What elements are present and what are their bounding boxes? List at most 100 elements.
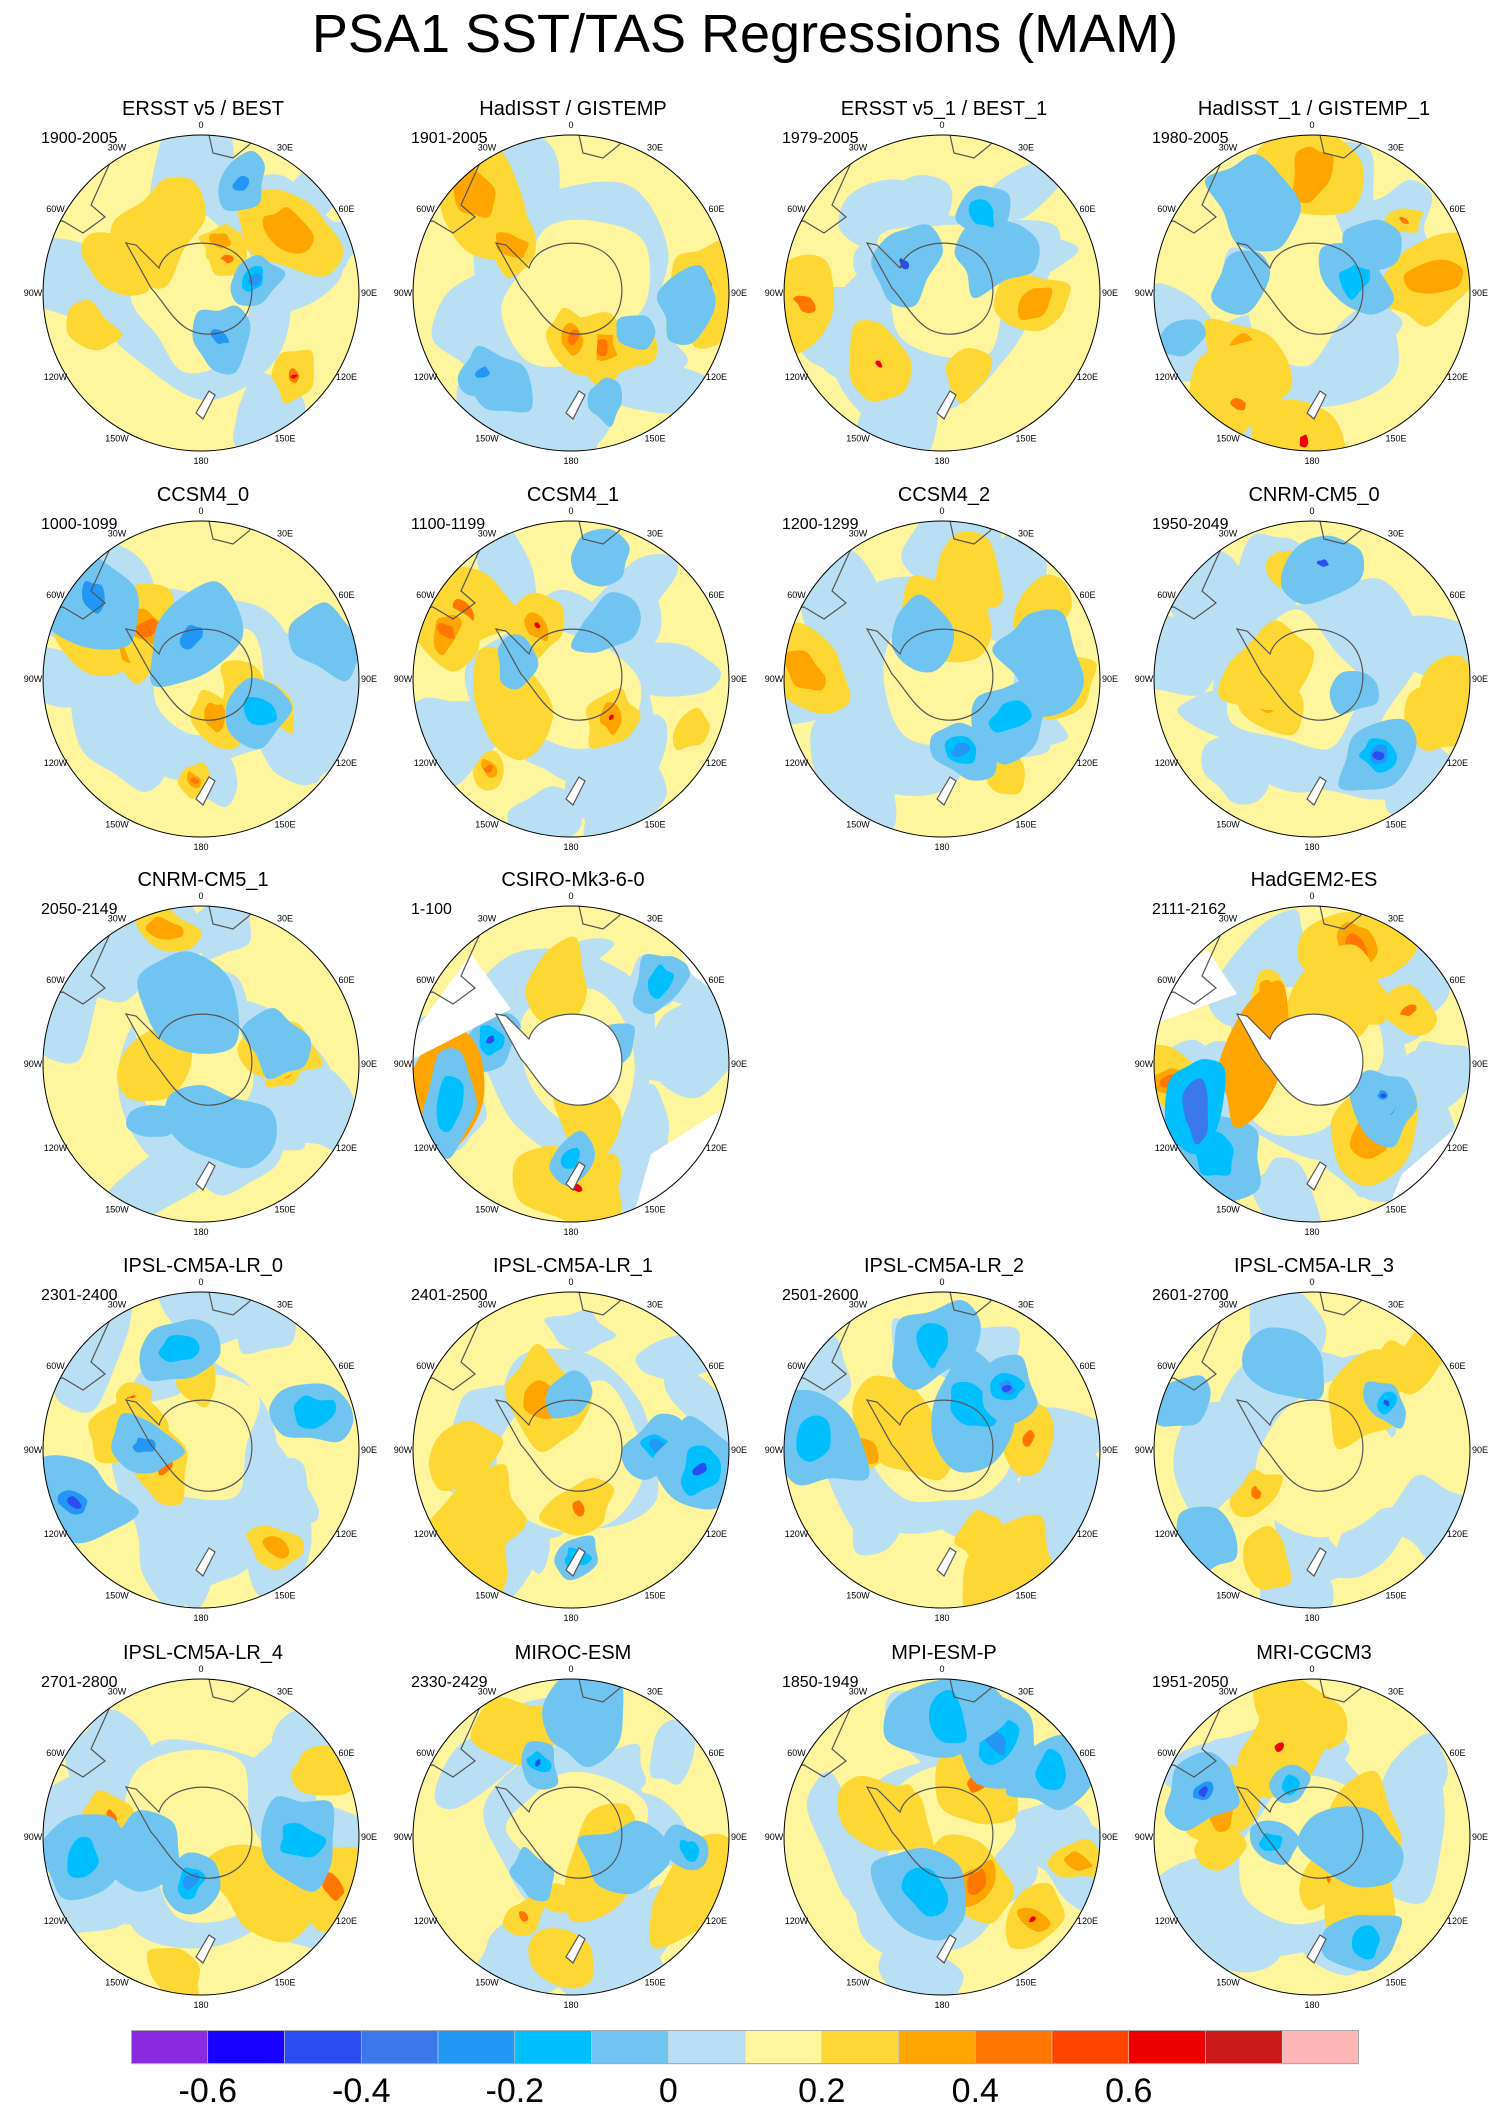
longitude-label: 90E [361,1832,377,1842]
anomaly-region-cool [656,264,716,346]
anomaly-region-cool [1342,219,1402,271]
longitude-label: 60W [787,1748,806,1758]
anomaly-region-cool [1211,250,1271,315]
panel-years: 2050-2149 [41,901,118,918]
anomaly-region-cool [1297,1806,1404,1888]
longitude-label: 120W [414,758,438,768]
anomaly-region-warm [1274,1742,1284,1752]
panel-title: MPI-ESM-P [891,1642,997,1664]
longitude-label: 0 [939,506,944,516]
polar-map: 0 30E 60E 90E 120E 150E 180 150W 120W 90W 60W 30W [1135,1664,1488,2010]
longitude-label: 0 [1309,1664,1314,1674]
anomaly-region-cool [1198,1786,1208,1798]
polar-map: 0 30E 60E 90E 120E 150E 180 150W 120W 90W 60W 30W [1135,120,1488,466]
map-border [1153,520,1471,838]
longitude-label: 60W [1157,975,1176,985]
anomaly-region-warm [875,360,883,368]
longitude-label: 120E [336,1916,357,1926]
longitude-label: 90W [24,288,43,298]
longitude-label: 90E [731,1445,747,1455]
longitude-label: 60E [1449,590,1465,600]
longitude-label: 60E [708,1361,724,1371]
longitude-label: 180 [1304,1227,1319,1237]
anomaly-region-light-blue [507,786,582,837]
antarctica-coastline [124,242,253,335]
map-border [1153,905,1471,1223]
longitude-label: 30E [1388,1687,1404,1697]
anomaly-region-cool [992,609,1085,717]
panel-title: ERSST v5 / BEST [122,98,284,120]
map-border [783,1678,1101,1996]
anomaly-region-cool [570,592,641,653]
map-panel: ERSST v5 / BEST 0 30E 60E 90E 120E 150E 180 150W… [23,97,383,477]
anomaly-region-cool [497,634,539,690]
longitude-label: 60E [338,975,354,985]
anomaly-region-cool [587,377,623,427]
longitude-label: 150W [846,1591,870,1601]
anomaly-region-cool [647,964,675,999]
new-zealand-coastline [1306,1547,1327,1577]
longitude-label: 60W [46,590,65,600]
longitude-label: 60E [338,204,354,214]
longitude-label: 0 [198,1664,203,1674]
longitude-label: 60E [338,1748,354,1758]
colorbar-swatch [821,2030,899,2065]
anomaly-region-cool [137,951,240,1054]
colorbar-swatch [591,2030,669,2065]
anomaly-region-cool [1204,154,1301,252]
anomaly-region-warm [483,764,494,773]
panel-years: 2330-2429 [411,1674,488,1691]
longitude-label: 150E [274,1591,295,1601]
longitude-label: 60W [1157,1748,1176,1758]
longitude-label: 90W [1135,288,1154,298]
longitude-label: 180 [1304,456,1319,466]
longitude-label: 90W [24,674,43,684]
longitude-label: 180 [934,1613,949,1623]
new-zealand-coastline [195,1934,216,1964]
longitude-label: 60W [416,590,435,600]
longitude-label: 90E [1102,1832,1118,1842]
map-border [783,1291,1101,1609]
longitude-label: 120E [1077,1529,1098,1539]
longitude-label: 150E [1385,1591,1406,1601]
antarctica-coastline [1235,1013,1364,1106]
map-border [42,520,360,838]
longitude-label: 60E [708,204,724,214]
longitude-label: 60W [787,1361,806,1371]
longitude-label: 120E [336,1529,357,1539]
colorbar-tick-label: 0.6 [1105,2072,1152,2110]
polar-map: 0 30E 60E 90E 120E 150E 180 150W 120W 90W 60W 30W [394,1664,747,2010]
colorbar-tick-label: 0 [659,2072,678,2110]
anomaly-region-warm [1403,259,1464,294]
anomaly-region-cool [570,528,630,587]
antarctica-coastline [865,242,994,335]
map-panel: CSIRO-Mk3-6-0 0 30E 60E 90E 120E 150E 180 150W 12… [393,868,753,1248]
longitude-label: 60W [1157,204,1176,214]
new-zealand-coastline [936,776,957,806]
longitude-label: 90E [361,288,377,298]
longitude-label: 150W [1216,434,1240,444]
panel-title: IPSL-CM5A-LR_2 [863,1255,1025,1277]
anomaly-region-cool [293,1395,337,1429]
anomaly-region-warm [204,702,226,733]
new-zealand-coastline [195,1547,216,1577]
anomaly-region-warm [1243,1525,1292,1590]
polar-map: 0 30E 60E 90E 120E 150E 180 150W 120W 90W 60W 30W [765,120,1118,466]
colorbar-tick-label: 0.2 [798,2072,845,2110]
map-border [42,905,360,1223]
map-panel: HadGEM2-ES 0 30E 60E 90E 120E 150E 180 150W 120W 9… [1134,868,1490,1248]
anomaly-region-warm [848,320,912,402]
longitude-label: 120E [336,758,357,768]
panel-years: 2401-2500 [411,1287,488,1304]
anomaly-region-warm [428,1420,504,1492]
longitude-label: 150E [644,820,665,830]
panel-title: HadGEM2-ES [1250,869,1378,891]
longitude-label: 150E [1385,434,1406,444]
anomaly-region-warm [66,299,123,351]
longitude-label: 150E [1385,820,1406,830]
panel-years: 1980-2005 [1152,130,1229,147]
colorbar-swatch [1128,2030,1206,2065]
longitude-label: 60E [338,1361,354,1371]
longitude-label: 150W [475,1978,499,1988]
antarctica-coastline [1235,1399,1364,1492]
